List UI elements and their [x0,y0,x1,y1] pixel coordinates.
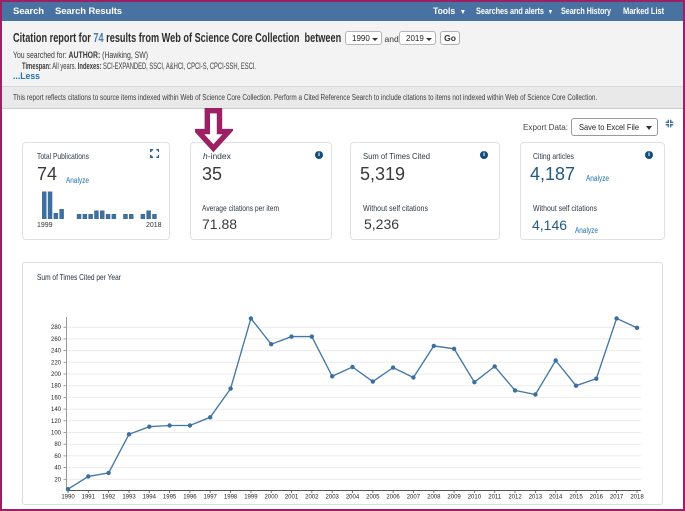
svg-text:1995: 1995 [163,495,177,501]
svg-text:1990: 1990 [61,495,75,501]
svg-text:1997: 1997 [204,495,218,501]
svg-text:2011: 2011 [488,495,502,501]
svg-text:2014: 2014 [549,495,563,501]
svg-text:2007: 2007 [407,495,421,501]
svg-text:2012: 2012 [508,495,522,501]
svg-text:160: 160 [51,395,62,401]
svg-text:2010: 2010 [468,495,482,501]
svg-text:1993: 1993 [122,495,136,501]
svg-text:2008: 2008 [427,495,441,501]
svg-text:2016: 2016 [590,495,604,501]
svg-text:180: 180 [51,384,62,390]
svg-text:2000: 2000 [265,495,279,501]
svg-text:1991: 1991 [82,495,96,501]
svg-text:120: 120 [51,419,62,425]
svg-text:1992: 1992 [102,495,116,501]
svg-text:1998: 1998 [224,495,238,501]
svg-text:2002: 2002 [305,495,319,501]
svg-text:260: 260 [51,337,62,343]
svg-text:80: 80 [54,442,61,448]
svg-text:2017: 2017 [610,495,624,501]
svg-text:1996: 1996 [183,495,197,501]
svg-text:2013: 2013 [529,495,543,501]
svg-text:2001: 2001 [285,495,299,501]
svg-text:100: 100 [51,431,62,437]
svg-text:2003: 2003 [326,495,340,501]
svg-text:1999: 1999 [244,495,258,501]
svg-text:200: 200 [51,372,62,378]
svg-text:2006: 2006 [386,495,400,501]
svg-text:2009: 2009 [447,495,461,501]
svg-text:240: 240 [51,349,62,355]
svg-text:140: 140 [51,407,62,413]
svg-text:280: 280 [51,325,62,331]
svg-text:2015: 2015 [569,495,583,501]
svg-text:2005: 2005 [366,495,380,501]
svg-text:20: 20 [54,477,61,483]
svg-text:1994: 1994 [143,495,157,501]
svg-text:40: 40 [54,466,61,472]
svg-text:2018: 2018 [630,495,644,501]
svg-text:2004: 2004 [346,495,360,501]
svg-text:60: 60 [54,454,61,460]
svg-text:220: 220 [51,360,62,366]
